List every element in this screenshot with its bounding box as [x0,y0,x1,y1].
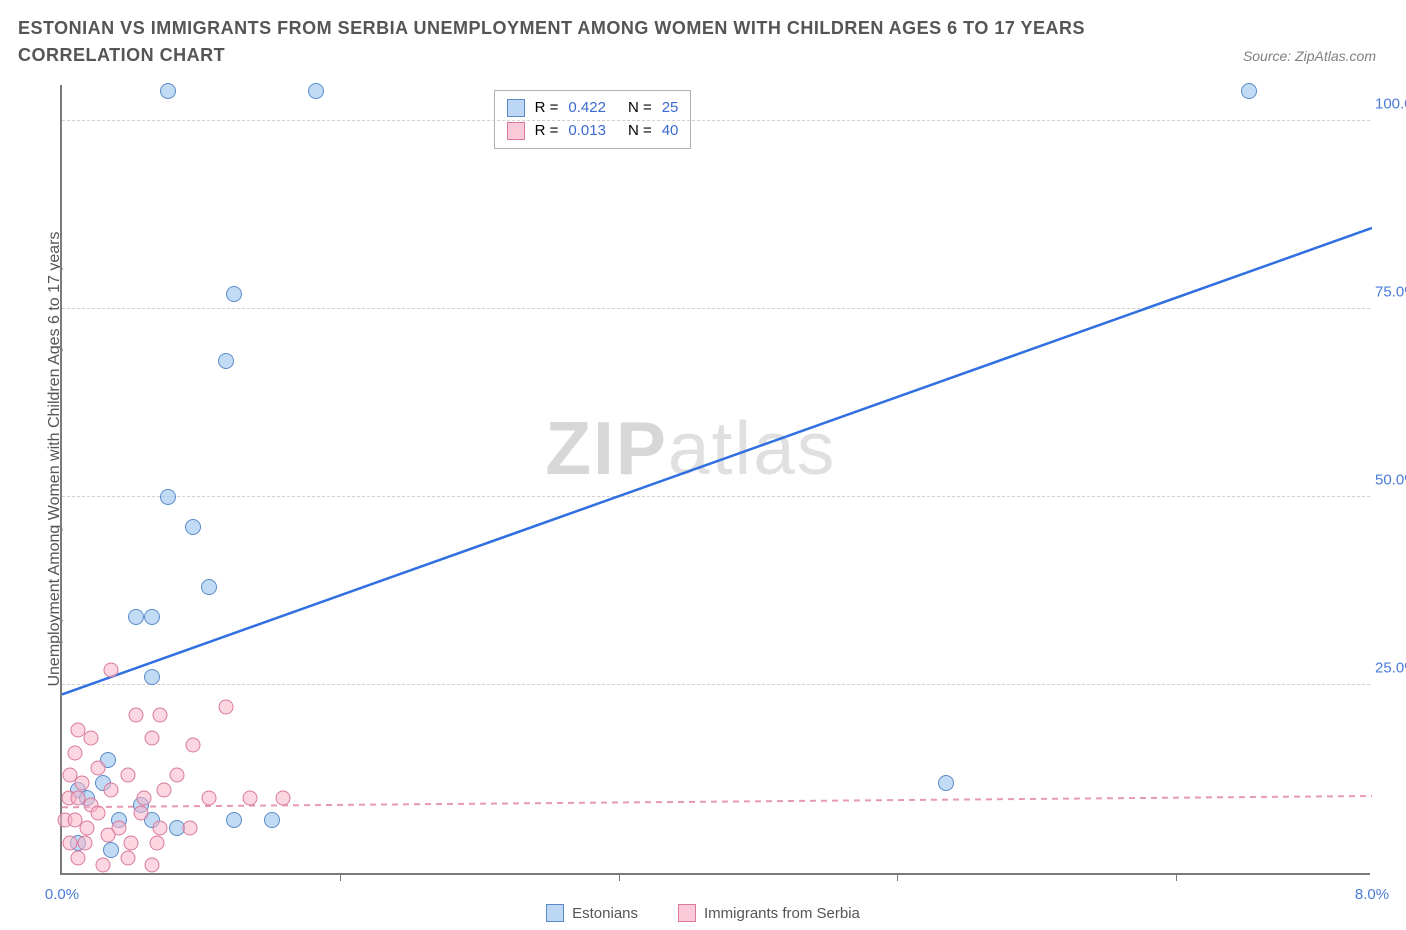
x-tick [1176,873,1177,881]
data-point-serbia [153,820,168,835]
r-value: 0.422 [568,97,606,120]
data-point-serbia [218,700,233,715]
data-point-estonians [144,609,160,625]
grid-line [62,120,1370,121]
x-tick [897,873,898,881]
data-point-estonians [938,775,954,791]
data-point-serbia [169,768,184,783]
data-point-serbia [136,790,151,805]
r-label: R = [535,120,559,143]
data-point-serbia [95,858,110,873]
watermark-prefix: ZIP [545,406,668,490]
data-point-estonians [160,489,176,505]
data-point-serbia [120,850,135,865]
x-tick [340,873,341,881]
data-point-serbia [145,858,160,873]
data-point-serbia [243,790,258,805]
grid-line [62,308,1370,309]
legend-series: Estonians Immigrants from Serbia [0,904,1406,922]
data-point-serbia [79,820,94,835]
data-point-serbia [186,738,201,753]
scatter-plot-area: ZIPatlas R =0.422N =25R =0.013N =40 25.0… [60,85,1370,875]
data-point-estonians [128,609,144,625]
legend-stat-row-serbia: R = 0.013 N = 40 [507,120,679,143]
chart-title: ESTONIAN VS IMMIGRANTS FROM SERBIA UNEMP… [18,15,1118,69]
legend-swatch [507,99,525,117]
data-point-serbia [100,828,115,843]
x-tick-label: 0.0% [45,886,79,903]
y-tick-label: 25.0% [1375,659,1406,676]
data-point-serbia [123,835,138,850]
watermark-suffix: atlas [668,406,836,490]
data-point-serbia [68,745,83,760]
data-point-serbia [91,760,106,775]
legend-label: Estonians [572,905,638,922]
data-point-serbia [276,790,291,805]
y-tick-label: 100.0% [1375,95,1406,112]
data-point-estonians [201,579,217,595]
data-point-estonians [218,353,234,369]
data-point-estonians [144,669,160,685]
y-tick-label: 50.0% [1375,471,1406,488]
data-point-serbia [63,835,78,850]
grid-line [62,684,1370,685]
data-point-estonians [226,812,242,828]
trend-lines [62,85,1372,875]
data-point-estonians [264,812,280,828]
legend-item-serbia: Immigrants from Serbia [678,904,860,922]
data-point-estonians [1241,83,1257,99]
data-point-estonians [185,519,201,535]
legend-stat-row-estonians: R = 0.422 N = 25 [507,97,679,120]
n-value: 25 [662,97,679,120]
r-label: R = [535,97,559,120]
data-point-serbia [84,730,99,745]
n-label: N = [628,97,652,120]
data-point-serbia [153,708,168,723]
x-tick-label: 8.0% [1355,886,1389,903]
legend-item-estonians: Estonians [546,904,638,922]
data-point-estonians [226,286,242,302]
data-point-serbia [71,850,86,865]
data-point-serbia [128,708,143,723]
data-point-serbia [202,790,217,805]
data-point-serbia [77,835,92,850]
watermark: ZIPatlas [545,405,836,491]
data-point-serbia [104,662,119,677]
data-point-serbia [74,775,89,790]
grid-line [62,496,1370,497]
n-label: N = [628,120,652,143]
trend-line-serbia [62,796,1372,807]
legend-swatch [507,122,525,140]
data-point-estonians [308,83,324,99]
legend-swatch [678,904,696,922]
y-tick-label: 75.0% [1375,283,1406,300]
data-point-serbia [120,768,135,783]
trend-line-estonians [62,228,1372,694]
r-value: 0.013 [568,120,606,143]
data-point-estonians [160,83,176,99]
x-tick [619,873,620,881]
data-point-serbia [145,730,160,745]
data-point-serbia [156,783,171,798]
data-point-serbia [104,783,119,798]
data-point-serbia [182,820,197,835]
data-point-serbia [91,805,106,820]
data-point-serbia [149,835,164,850]
data-point-estonians [103,842,119,858]
legend-label: Immigrants from Serbia [704,905,860,922]
legend-swatch [546,904,564,922]
data-point-serbia [133,805,148,820]
n-value: 40 [662,120,679,143]
source-label: Source: ZipAtlas.com [1243,48,1376,64]
